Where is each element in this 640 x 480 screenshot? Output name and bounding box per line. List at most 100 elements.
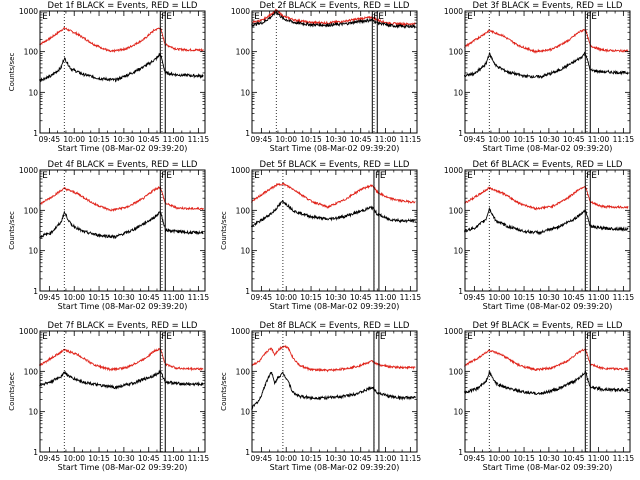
x-tick-label: 11:00 <box>163 454 185 463</box>
x-tick-label: 11:00 <box>163 135 185 144</box>
panel-title: Det 4f BLACK = Events, RED = LLD <box>48 160 198 170</box>
plot-frame <box>39 330 206 453</box>
x-tick-label: 11:00 <box>588 293 610 302</box>
x-tick-label: 09:45 <box>251 293 273 302</box>
plot-frame <box>251 330 418 453</box>
panel-title: Det 1f BLACK = Events, RED = LLD <box>48 1 198 11</box>
y-tick-label: 1 <box>458 287 463 296</box>
x-axis-label: Start Time (08-Mar-02 09:39:20) <box>270 144 400 153</box>
y-tick-label: 10 <box>240 247 250 256</box>
lld-series-line <box>251 344 416 373</box>
y-tick-label: 1 <box>245 129 250 138</box>
y-tick-label: 1000 <box>231 7 250 16</box>
x-tick-label: 10:00 <box>488 135 510 144</box>
events-series-line <box>39 210 204 240</box>
y-tick-label: 1 <box>33 287 38 296</box>
panel-title: Det 6f BLACK = Events, RED = LLD <box>473 160 623 170</box>
x-tick-label: 10:45 <box>563 454 585 463</box>
plot-frame <box>251 10 418 134</box>
attenuator-marker-label: E <box>467 332 473 342</box>
attenuator-marker-label: E <box>467 12 473 22</box>
events-series-line <box>463 51 629 80</box>
y-tick-label: 1000 <box>444 166 463 175</box>
attenuator-marker-label: E <box>591 171 597 181</box>
x-tick-label: 10:00 <box>63 454 85 463</box>
y-tick-label: 1000 <box>19 166 38 175</box>
x-tick-label: 11:15 <box>400 293 422 302</box>
attenuator-marker-label: E <box>42 12 48 22</box>
x-tick-label: 10:15 <box>513 454 535 463</box>
y-tick-label: 10 <box>453 247 463 256</box>
attenuator-marker-label: E <box>254 171 260 181</box>
y-tick-label: 1000 <box>444 7 463 16</box>
x-tick-label: 10:45 <box>563 293 585 302</box>
events-series-line <box>250 199 416 228</box>
x-tick-label: 11:15 <box>188 135 210 144</box>
y-tick-label: 100 <box>24 48 39 57</box>
x-tick-label: 11:00 <box>375 135 397 144</box>
x-tick-label: 11:15 <box>613 454 635 463</box>
x-tick-label: 10:45 <box>138 135 160 144</box>
x-tick-label: 10:00 <box>63 293 85 302</box>
y-tick-label: 1000 <box>19 7 38 16</box>
x-tick-label: 10:30 <box>325 135 347 144</box>
x-axis-label: Start Time (08-Mar-02 09:39:20) <box>58 144 188 153</box>
attenuator-marker-label: E <box>42 171 48 181</box>
x-tick-label: 10:30 <box>325 293 347 302</box>
attenuator-marker-label: F <box>375 171 380 181</box>
x-tick-label: 10:30 <box>325 454 347 463</box>
events-series-line <box>38 52 204 83</box>
lld-series-line <box>39 185 204 213</box>
x-tick-label: 10:15 <box>300 135 322 144</box>
y-tick-label: 1 <box>33 448 38 457</box>
events-series-line <box>463 206 629 236</box>
attenuator-marker-label: E <box>254 12 260 22</box>
lld-series-line <box>39 25 204 53</box>
attenuator-marker-label: F <box>586 332 591 342</box>
y-tick-label: 100 <box>24 206 39 215</box>
x-tick-label: 10:00 <box>275 293 297 302</box>
lld-series-line <box>464 185 629 211</box>
x-tick-label: 11:15 <box>188 293 210 302</box>
attenuator-marker-label: E <box>380 171 386 181</box>
y-tick-label: 100 <box>236 367 251 376</box>
attenuator-marker-label: E <box>467 171 473 181</box>
x-tick-label: 09:45 <box>251 135 273 144</box>
x-tick-label: 10:15 <box>88 135 110 144</box>
y-tick-label: 1 <box>458 129 463 138</box>
x-tick-label: 10:45 <box>138 454 160 463</box>
x-tick-label: 10:30 <box>538 135 560 144</box>
x-tick-label: 10:00 <box>63 135 85 144</box>
panel-title: Det 7f BLACK = Events, RED = LLD <box>48 321 198 331</box>
plot-frame <box>251 169 418 292</box>
y-tick-label: 1000 <box>231 327 250 336</box>
plot-frame <box>39 10 206 134</box>
attenuator-marker-label: E <box>166 171 172 181</box>
y-tick-label: 1 <box>245 287 250 296</box>
x-tick-label: 09:45 <box>39 454 61 463</box>
x-tick-label: 11:00 <box>375 454 397 463</box>
y-tick-label: 1000 <box>19 327 38 336</box>
x-tick-label: 10:15 <box>300 293 322 302</box>
events-series-line <box>39 369 204 390</box>
x-tick-label: 10:00 <box>275 135 297 144</box>
x-tick-label: 10:00 <box>275 454 297 463</box>
x-tick-label: 10:15 <box>88 293 110 302</box>
attenuator-marker-label: E <box>254 332 260 342</box>
panel-title: Det 2f BLACK = Events, RED = LLD <box>260 1 410 11</box>
lld-series-line <box>464 28 629 54</box>
attenuator-marker-label: E <box>166 12 172 22</box>
attenuator-marker-label: F <box>586 12 591 22</box>
y-axis-label: Counts/sec <box>220 372 228 411</box>
x-tick-label: 09:45 <box>39 293 61 302</box>
attenuator-marker-label: F <box>375 332 380 342</box>
x-tick-label: 10:00 <box>488 293 510 302</box>
x-tick-label: 10:45 <box>350 293 372 302</box>
attenuator-marker-label: E <box>42 332 48 342</box>
x-tick-label: 11:00 <box>375 293 397 302</box>
